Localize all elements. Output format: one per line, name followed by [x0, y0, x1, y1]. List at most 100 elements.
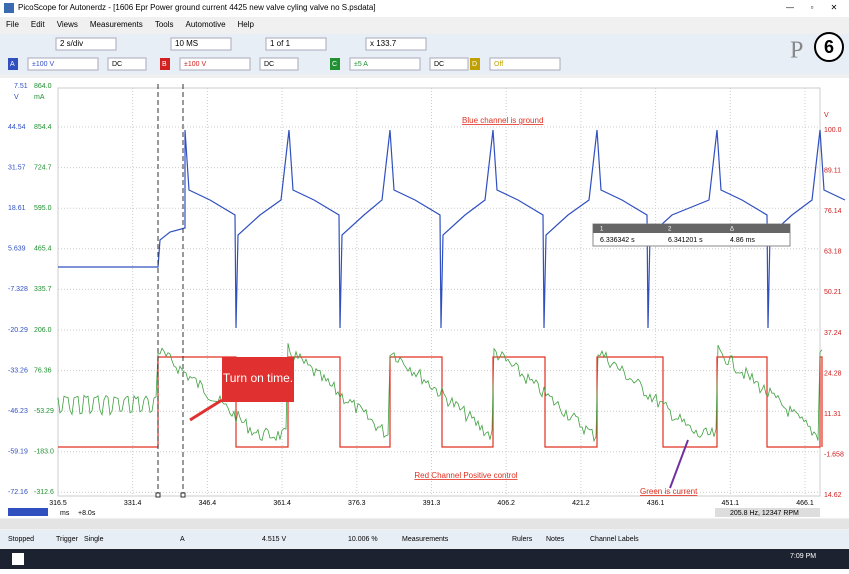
- start-button[interactable]: [12, 553, 24, 565]
- screen: 6 P PicoScope for Autonerdz - [1606 Epr …: [0, 0, 849, 569]
- x-tick-label: 436.1: [647, 500, 665, 507]
- window-button[interactable]: ✕: [831, 3, 838, 12]
- plot-area: [58, 88, 820, 496]
- window-button[interactable]: —: [786, 3, 794, 12]
- menu-item[interactable]: Automotive: [186, 20, 227, 29]
- bottom-toolbar-item[interactable]: 4.515 V: [262, 536, 286, 543]
- window-button[interactable]: ▫: [811, 3, 814, 12]
- ruler-handle[interactable]: [156, 493, 160, 497]
- left-tick-label: 724.7: [34, 164, 52, 171]
- status: 205.8 Hz, 12347 RPM: [730, 510, 799, 517]
- left-tick-label: 76.36: [34, 367, 52, 374]
- x-tick-label: 316.5: [49, 500, 67, 507]
- annotation: Blue channel is ground: [462, 116, 543, 125]
- left-tick-label: -312.6: [34, 489, 54, 496]
- channel-coupling-text: DC: [112, 61, 122, 68]
- x-tick-label: 376.3: [348, 500, 366, 507]
- right-tick-label: 37.24: [824, 330, 842, 337]
- right-tick-label: 100.0: [824, 127, 842, 134]
- channel-range-text: ±100 V: [32, 61, 54, 68]
- toolbar-value: x 133.7: [370, 39, 397, 48]
- app-icon: [4, 3, 14, 13]
- left-header: 864.0: [34, 83, 52, 90]
- right-tick-label: 50.21: [824, 289, 842, 296]
- left-tick-label: -46.23: [8, 408, 28, 415]
- menu-item[interactable]: File: [6, 20, 19, 29]
- ruler-value: 4.86 ms: [730, 237, 755, 244]
- channel-range-text: ±5 A: [354, 61, 368, 68]
- left-unit: mA: [34, 94, 45, 101]
- left-tick-label: 465.4: [34, 246, 52, 253]
- scrollbar: [0, 519, 849, 529]
- toolbar-value: 2 s/div: [60, 39, 83, 48]
- left-tick-label: 206.0: [34, 327, 52, 334]
- x-tick-label: 451.1: [722, 500, 740, 507]
- left-tick-label: 31.57: [8, 164, 26, 171]
- bottom-toolbar-item[interactable]: Single: [84, 536, 104, 543]
- page: 6 P PicoScope for Autonerdz - [1606 Epr …: [0, 0, 849, 569]
- x-tick-label: 331.4: [124, 500, 142, 507]
- annotation-callout: Turn on time.: [223, 371, 293, 385]
- toolbar-value: 10 MS: [175, 39, 198, 48]
- annotation: Green is current: [640, 487, 698, 496]
- x-offset: +8.0s: [78, 510, 96, 517]
- menu-item[interactable]: Edit: [31, 20, 46, 29]
- menu-item[interactable]: Help: [238, 20, 255, 29]
- channel-range-text: Off: [494, 61, 503, 68]
- x-tick-label: 361.4: [273, 500, 291, 507]
- bottom-toolbar-item[interactable]: Rulers: [512, 536, 533, 543]
- right-unit: V: [824, 112, 829, 119]
- x-tick-label: 421.2: [572, 500, 590, 507]
- left-tick-label: 854.4: [34, 124, 52, 131]
- bottom-toolbar-item[interactable]: Channel Labels: [590, 536, 639, 543]
- menu-item[interactable]: Tools: [155, 20, 174, 29]
- unit-tag: [8, 508, 48, 516]
- x-tick-label: 466.1: [796, 500, 814, 507]
- x-tick-label: 346.4: [199, 500, 217, 507]
- right-tick-label: 63.18: [824, 249, 842, 256]
- left-tick-label: 44.54: [8, 124, 26, 131]
- x-tick-label: 406.2: [497, 500, 515, 507]
- right-tick-label: -1.658: [824, 452, 844, 459]
- annotation: Red Channel Positive control: [414, 471, 517, 480]
- channel-letter: D: [472, 61, 477, 68]
- channel-range-text: ±100 V: [184, 61, 206, 68]
- badge: 6: [824, 37, 834, 57]
- toolbar-value: 1 of 1: [270, 39, 291, 48]
- right-tick-label: 11.31: [824, 411, 841, 418]
- left-tick-label: 335.7: [34, 286, 52, 293]
- logo: P: [790, 38, 803, 64]
- left-tick-label: -33.26: [8, 367, 28, 374]
- ruler-value: 6.341201 s: [668, 237, 703, 244]
- bottom-toolbar-item[interactable]: Measurements: [402, 536, 449, 543]
- ruler-header: Δ: [730, 227, 734, 233]
- menu-item[interactable]: Measurements: [90, 20, 143, 29]
- menu-item[interactable]: Views: [57, 20, 78, 29]
- left-tick-label: 595.0: [34, 205, 52, 212]
- bottom-toolbar-item[interactable]: Stopped: [8, 536, 34, 543]
- right-tick-label: 24.28: [824, 370, 842, 377]
- channel-letter: B: [162, 61, 167, 68]
- taskbar-time: 7:09 PM: [790, 553, 816, 560]
- left-header: 7.51: [14, 83, 28, 90]
- bottom-toolbar-item[interactable]: 10.006 %: [348, 536, 378, 543]
- x-unit: ms: [60, 510, 70, 517]
- left-tick-label: 5.639: [8, 246, 26, 253]
- left-tick-label: -59.19: [8, 449, 28, 456]
- channel-coupling-text: DC: [264, 61, 274, 68]
- ruler-table-header: [593, 224, 790, 233]
- channel-letter: A: [10, 61, 15, 68]
- bottom-toolbar-item[interactable]: A: [180, 536, 185, 543]
- bottom-toolbar-item[interactable]: Notes: [546, 536, 565, 543]
- ruler-handle[interactable]: [181, 493, 185, 497]
- left-unit: V: [14, 94, 19, 101]
- left-tick-label: -7.328: [8, 286, 28, 293]
- channel-coupling-text: DC: [434, 61, 444, 68]
- left-tick-label: -72.16: [8, 489, 28, 496]
- left-tick-label: -183.0: [34, 449, 54, 456]
- right-tick-label: 89.11: [824, 167, 841, 174]
- left-tick-label: -20.29: [8, 327, 28, 334]
- right-tick-label: 14.62: [824, 492, 842, 499]
- bottom-toolbar-item[interactable]: Trigger: [56, 536, 79, 543]
- left-tick-label: 18.61: [8, 205, 26, 212]
